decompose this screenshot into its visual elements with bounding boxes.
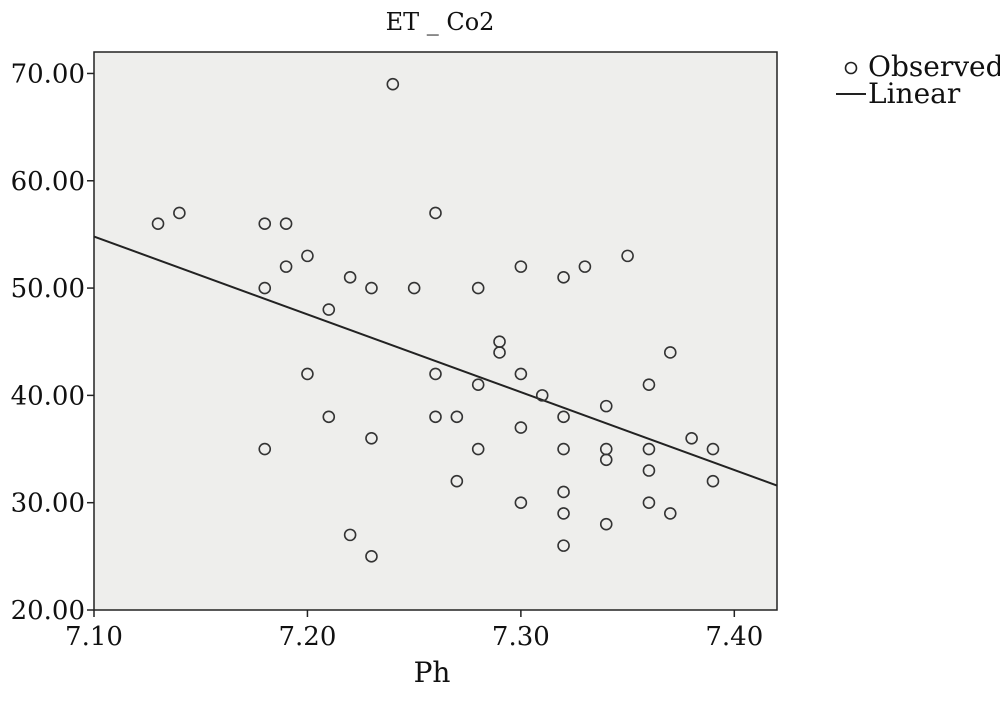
observed-point [642,464,656,477]
observed-point [407,281,421,295]
observed-point [514,367,528,381]
y-axis: 20.00 30.00 40.00 50.00 60.00 70.00 [11,59,94,626]
observed-point [173,206,186,220]
y-tick-label: 50.00 [11,274,85,304]
legend-linear-label: Linear [868,77,961,110]
observed-point [471,442,485,456]
legend-observed-marker [844,61,858,75]
legend: Observed Linear [836,50,1000,110]
x-tick-label: 7.20 [278,622,336,652]
observed-point [557,507,570,520]
observed-point [343,271,357,284]
observed-point [151,217,165,230]
observed-point [450,474,464,488]
observed-point [322,303,336,316]
observed-point [493,346,506,359]
observed-point [258,442,272,456]
observed-point [343,528,357,542]
x-tick-label: 7.10 [65,622,123,652]
observed-point [429,367,442,381]
observed-point [322,410,336,424]
observed-point [450,410,464,424]
observed-point [599,517,613,531]
observed-point [258,217,272,230]
observed-point [301,367,314,381]
observed-point [471,378,485,391]
observed-point [642,496,656,509]
observed-point [471,281,485,295]
observed-point [621,249,634,263]
y-tick-label: 40.00 [11,381,85,411]
x-axis-title: Ph [414,656,451,689]
plot-area [93,51,778,611]
observed-point [557,485,570,499]
legend-observed-label: Observed [868,50,1000,83]
observed-point [663,346,677,359]
observed-point [706,442,720,456]
observed-point [535,389,549,402]
observed-point [557,271,570,284]
observed-point [365,550,378,563]
observed-point [706,474,720,488]
x-tick-label: 7.40 [705,622,763,652]
x-axis: 7.10 7.20 7.30 7.40 [65,610,763,652]
linear-fit-line [93,235,778,487]
y-tick-label: 30.00 [11,489,85,519]
observed-point [599,453,613,467]
observed-point [279,260,293,273]
observed-point [514,496,528,509]
observed-point [301,249,314,263]
linear-fit-layer [93,235,778,487]
x-tick-label: 7.30 [492,622,550,652]
y-tick-label: 70.00 [11,59,85,89]
observed-point [578,260,592,273]
observed-point [258,281,272,295]
observed-point [642,378,656,391]
observed-point [557,410,570,424]
observed-point [514,421,528,434]
observed-point [663,507,677,520]
observed-point [429,410,442,424]
observed-point [557,442,570,456]
observed-point [557,539,570,552]
y-tick-label: 20.00 [11,596,85,626]
observed-point [365,281,378,295]
observed-point [642,442,656,456]
y-tick-label: 60.00 [11,167,85,197]
observed-point [599,399,613,413]
observed-point [386,77,400,91]
observed-point [279,217,293,230]
observed-point [514,260,528,273]
observed-points-layer [151,77,720,563]
observed-point [365,432,378,445]
observed-point [429,206,442,220]
observed-point [685,432,698,445]
chart-title: ET _ Co2 [386,8,495,36]
